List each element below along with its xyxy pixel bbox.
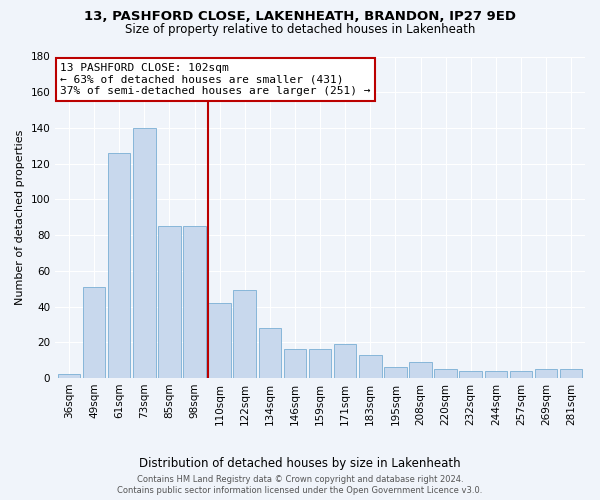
Bar [108,153,130,378]
Text: 13 PASHFORD CLOSE: 102sqm
← 63% of detached houses are smaller (431)
37% of semi: 13 PASHFORD CLOSE: 102sqm ← 63% of detac… [61,63,371,96]
Text: Distribution of detached houses by size in Lakenheath: Distribution of detached houses by size … [139,458,461,470]
Bar [58,374,80,378]
Text: Contains public sector information licensed under the Open Government Licence v3: Contains public sector information licen… [118,486,482,495]
Bar [183,226,206,378]
Bar [359,355,382,378]
Bar [158,226,181,378]
Bar [535,369,557,378]
Bar [334,344,356,378]
Bar [560,369,583,378]
Bar [208,303,231,378]
Bar [133,128,155,378]
Text: Size of property relative to detached houses in Lakenheath: Size of property relative to detached ho… [125,22,475,36]
Bar [309,350,331,378]
Bar [384,368,407,378]
Y-axis label: Number of detached properties: Number of detached properties [15,130,25,305]
Bar [284,350,306,378]
Bar [233,290,256,378]
Bar [460,371,482,378]
Text: Contains HM Land Registry data © Crown copyright and database right 2024.: Contains HM Land Registry data © Crown c… [137,475,463,484]
Bar [259,328,281,378]
Text: 13, PASHFORD CLOSE, LAKENHEATH, BRANDON, IP27 9ED: 13, PASHFORD CLOSE, LAKENHEATH, BRANDON,… [84,10,516,23]
Bar [409,362,432,378]
Bar [434,369,457,378]
Bar [83,287,106,378]
Bar [485,371,507,378]
Bar [509,371,532,378]
